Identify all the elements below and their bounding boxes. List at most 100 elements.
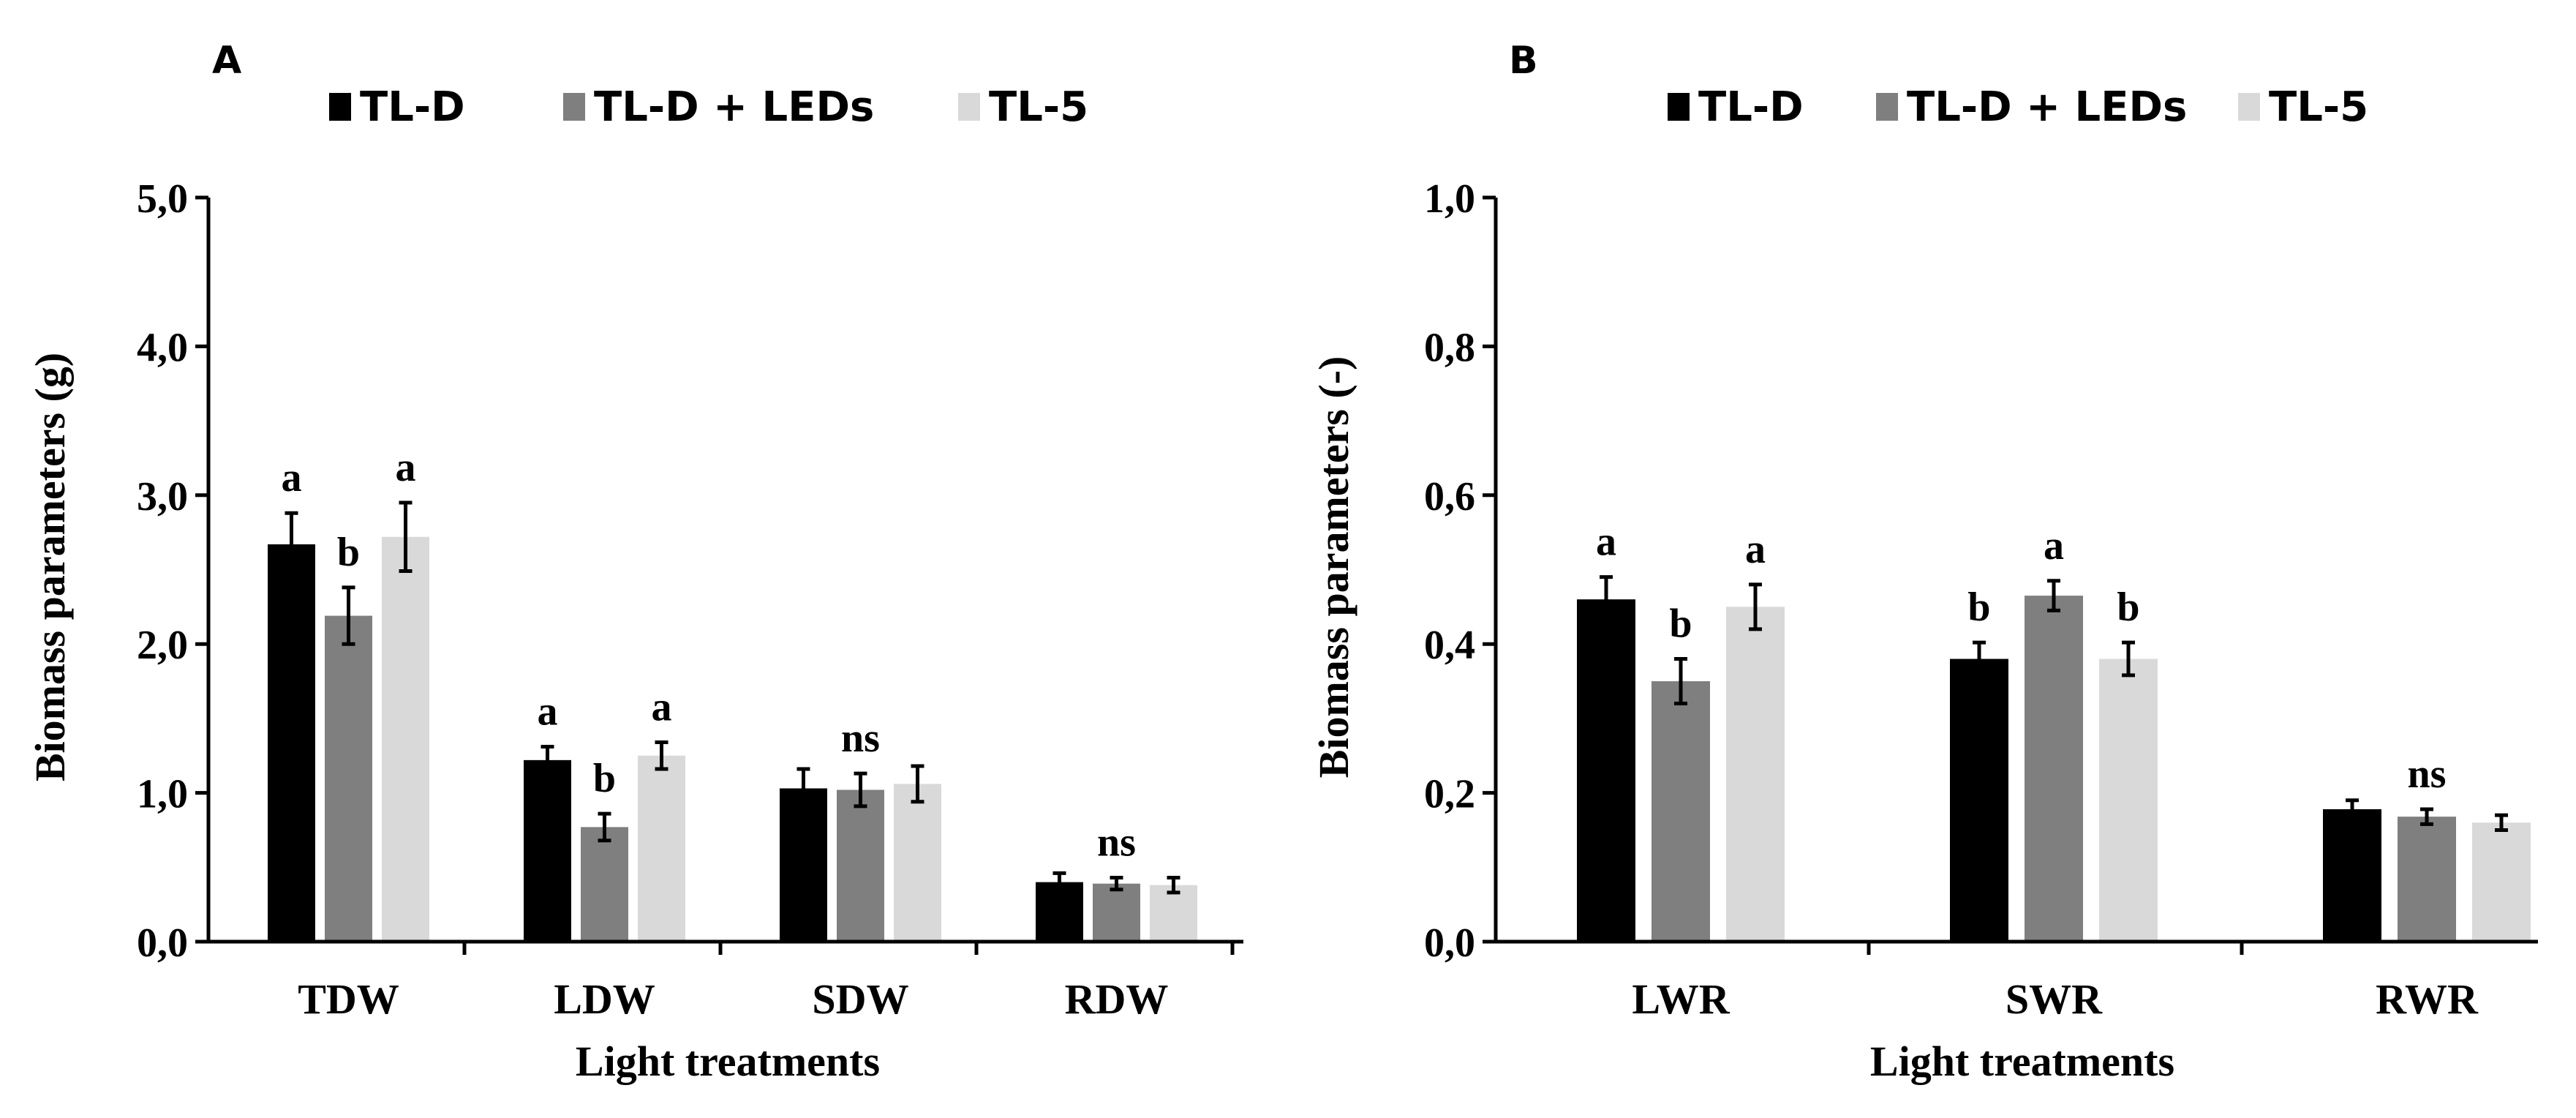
bar-tl-d-tdw xyxy=(268,544,315,942)
panel-letter-b: B xyxy=(1509,39,1538,83)
error-bar-tl-5-rdw xyxy=(1167,876,1180,895)
significance-label: b xyxy=(337,530,360,575)
y-tick-label: 2,0 xyxy=(137,623,188,668)
significance-label: a xyxy=(282,455,302,500)
x-axis-title-a: Light treatments xyxy=(576,1038,880,1085)
legend-label: TL-5 xyxy=(2269,83,2368,131)
legend-item-tl-d: TL-D xyxy=(1668,83,1804,131)
x-axis-title-b: Light treatments xyxy=(1870,1038,2174,1085)
bar-tl-d-rwr xyxy=(2323,809,2381,942)
bar-tl-5-rwr xyxy=(2472,822,2531,942)
error-bar-tl-d-lwr xyxy=(1600,575,1613,624)
significance-label: ns xyxy=(841,716,880,761)
panel-a: A TL-D TL-D + LEDs TL-5 TDW LDW SDW RDWabaaba… xyxy=(26,39,1243,1085)
legend-label: TL-D xyxy=(1698,83,1804,131)
error-bar-tl-d-leds-sdw xyxy=(854,771,867,809)
legend-item-tl-d-leds: TL-D + LEDs xyxy=(1876,83,2187,131)
error-bar-tl-5-tdw xyxy=(399,500,413,574)
legend-swatch xyxy=(1876,93,1898,121)
significance-label: b xyxy=(1967,585,1990,630)
error-bar-tl-d-leds-swr xyxy=(2047,579,2060,612)
category-label-swr: SWR xyxy=(2006,975,2103,1023)
significance-label: a xyxy=(2044,523,2064,569)
y-tick-label: 0,0 xyxy=(137,920,188,966)
significance-label: a xyxy=(396,445,416,490)
error-bar-tl-d-leds-rdw xyxy=(1110,876,1123,892)
error-bar-tl-d-rdw xyxy=(1052,871,1066,893)
error-bar-tl-d-ldw xyxy=(541,745,554,776)
significance-label: a xyxy=(1745,527,1766,572)
bar-tl-5-lwr xyxy=(1726,607,1785,942)
legend-label: TL-D xyxy=(360,83,465,131)
y-tick-label: 0,6 xyxy=(1424,474,1475,519)
bar-tl-d-leds-tdw xyxy=(325,615,372,942)
legend-label: TL-D + LEDs xyxy=(1907,83,2187,131)
bar-tl-5-rdw xyxy=(1150,885,1197,942)
category-label-ldw: LDW xyxy=(554,975,655,1023)
significance-label: b xyxy=(2117,585,2139,630)
error-bar-tl-d-leds-rwr xyxy=(2420,807,2433,826)
bar-tl-d-ldw xyxy=(524,759,571,942)
error-bar-tl-d-leds-lwr xyxy=(1674,657,1687,706)
legend-swatch xyxy=(1668,93,1690,121)
category-label-rdw: RDW xyxy=(1065,975,1169,1023)
category-label-sdw: SDW xyxy=(812,975,908,1023)
error-bar-tl-d-tdw xyxy=(285,511,298,578)
legend-swatch xyxy=(329,93,351,121)
y-axis-title-b: Biomass parameters (-) xyxy=(1310,356,1357,779)
error-bar-tl-5-lwr xyxy=(1749,582,1762,631)
bar-tl-5-ldw xyxy=(638,755,685,942)
y-tick-label: 0,8 xyxy=(1424,325,1475,370)
y-tick-label: 0,4 xyxy=(1424,623,1475,668)
bar-tl-5-swr xyxy=(2099,659,2158,942)
bar-tl-d-lwr xyxy=(1577,599,1635,942)
error-bar-tl-d-rwr xyxy=(2346,798,2359,820)
significance-label: ns xyxy=(1097,820,1136,866)
significance-label: a xyxy=(538,689,558,735)
y-tick-label: 1,0 xyxy=(137,772,188,817)
category-label-lwr: LWR xyxy=(1632,975,1730,1023)
error-bar-tl-d-sdw xyxy=(796,767,810,810)
error-bar-tl-d-leds-tdw xyxy=(342,585,355,646)
legend-swatch xyxy=(2238,93,2260,121)
y-tick-label: 5,0 xyxy=(137,176,188,222)
significance-label: a xyxy=(1596,519,1616,565)
legend-a: TL-D TL-D + LEDs TL-5 xyxy=(329,83,1088,131)
error-bar-tl-d-swr xyxy=(1973,640,1986,678)
legend-item-tl-d-leds: TL-D + LEDs xyxy=(563,83,874,131)
legend-label: TL-D + LEDs xyxy=(594,83,874,131)
y-axis-title-a: Biomass parameters (g) xyxy=(26,353,74,781)
panel-letter-a: A xyxy=(212,39,241,83)
category-label-rwr: RWR xyxy=(2376,975,2479,1023)
y-tick-label: 1,0 xyxy=(1424,176,1475,222)
y-tick-label: 3,0 xyxy=(137,474,188,519)
category-label-tdw: TDW xyxy=(298,975,399,1023)
legend-item-tl-5: TL-5 xyxy=(958,83,1088,131)
legend-swatch xyxy=(563,93,585,121)
y-tick-label: 0,2 xyxy=(1424,772,1475,817)
legend-b: TL-D TL-D + LEDs TL-5 xyxy=(1668,83,2368,131)
significance-label: ns xyxy=(2408,751,2447,797)
error-bar-tl-5-sdw xyxy=(911,764,924,804)
legend-item-tl-d: TL-D xyxy=(329,83,465,131)
legend-label: TL-5 xyxy=(989,83,1088,131)
bar-tl-d-leds-ldw xyxy=(581,827,628,942)
bar-tl-d-sdw xyxy=(780,788,827,942)
bar-tl-d-leds-lwr xyxy=(1652,681,1710,942)
y-tick-label: 0,0 xyxy=(1424,920,1475,966)
legend-item-tl-5: TL-5 xyxy=(2238,83,2368,131)
significance-label: b xyxy=(1669,601,1692,647)
legend-swatch xyxy=(958,93,980,121)
bar-tl-d-leds-sdw xyxy=(837,789,884,942)
panel-b: B TL-D TL-D + LEDs TL-5 LWR SWR RWR a b a b a b ns 0… xyxy=(1310,39,2538,1085)
bar-tl-5-sdw xyxy=(894,784,941,942)
error-bar-tl-5-rwr xyxy=(2495,813,2508,832)
error-bar-tl-5-swr xyxy=(2122,640,2135,678)
bar-tl-d-leds-rwr xyxy=(2398,817,2456,942)
bar-tl-5-tdw xyxy=(382,536,429,942)
error-bar-tl-d-leds-ldw xyxy=(598,811,611,843)
significance-label: b xyxy=(593,756,616,801)
significance-label: a xyxy=(652,684,672,729)
